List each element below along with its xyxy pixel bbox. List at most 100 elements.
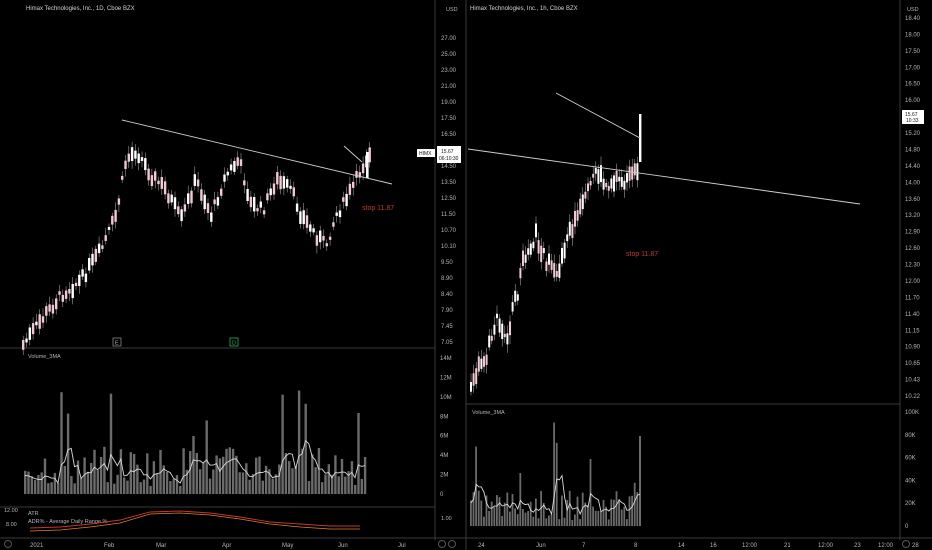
right-arrow-line <box>555 92 641 139</box>
volume-bar <box>602 499 605 526</box>
candle-body <box>134 150 137 159</box>
candle-body <box>361 163 365 174</box>
candle-body <box>71 283 74 299</box>
candle-body <box>493 324 496 335</box>
right-volume-label: Volume_3MA <box>472 410 505 416</box>
adr-line <box>29 512 360 532</box>
candle-body <box>229 164 233 171</box>
left-volume-axis-tick: 14M <box>440 356 452 362</box>
candle-body <box>597 169 600 184</box>
volume-bar <box>27 471 30 494</box>
date-tick: May <box>282 543 293 549</box>
volume-bar <box>330 474 334 494</box>
volume-bar <box>631 495 633 526</box>
volume-bar <box>485 495 488 526</box>
left-settings-icon[interactable] <box>438 540 446 548</box>
volume-bar <box>132 453 136 494</box>
dividend-marker-icon[interactable] <box>229 337 239 347</box>
left-price-axis-tick: 10.70 <box>441 228 457 234</box>
left-price-axis-tick: 21.00 <box>441 84 457 90</box>
date-tick: 12:00 <box>742 543 758 549</box>
volume-bar <box>103 446 106 494</box>
left-price-axis-tick: 16.50 <box>441 132 457 138</box>
candle-body <box>233 160 236 172</box>
right-volume-axis-tick: 40K <box>905 478 916 484</box>
candle-body <box>345 193 348 207</box>
candle-body <box>483 356 485 367</box>
volume-bar <box>202 462 205 494</box>
candle-body <box>259 201 262 208</box>
candle-body <box>352 181 355 188</box>
left-price-axis-tick: 7.05 <box>441 340 453 346</box>
volume-bar <box>623 506 626 526</box>
candle-body <box>581 194 584 210</box>
candle-body <box>325 243 328 247</box>
volume-bar <box>288 461 291 494</box>
date-tick: 28 <box>912 543 919 549</box>
right-settings-icon[interactable] <box>902 540 910 548</box>
left-trendline <box>121 119 393 185</box>
candle-body <box>130 147 134 162</box>
volume-bar <box>238 472 241 494</box>
volume-bar <box>241 472 245 494</box>
volume-bar <box>136 464 139 494</box>
volume-bar <box>558 519 561 526</box>
volume-bar <box>354 484 357 494</box>
candle-body <box>496 313 498 319</box>
volume-bar <box>261 480 264 494</box>
left-price-axis-tick: 8.40 <box>441 292 453 298</box>
volume-bar <box>535 498 537 526</box>
candle-body <box>584 191 587 199</box>
candle-body <box>144 158 147 171</box>
left-scale-toggle-icon[interactable] <box>4 540 12 548</box>
left-price-axis-tick: 12.50 <box>441 196 457 202</box>
volume-bar <box>350 461 354 494</box>
volume-bar <box>96 470 99 494</box>
candle-body <box>516 294 519 301</box>
volume-bar <box>192 436 195 494</box>
right-price-axis-tick: 11.70 <box>905 295 920 301</box>
volume-bar <box>83 457 86 494</box>
volume-bar <box>274 474 278 494</box>
candle-body <box>187 193 190 204</box>
right-price-axis-tick: 16.00 <box>905 98 921 104</box>
volume-bar <box>618 499 620 526</box>
volume-bar <box>311 454 314 494</box>
date-tick: 12:00 <box>818 543 834 549</box>
volume-bar <box>255 457 258 494</box>
adr-label: ADR% - Average Daily Range % <box>28 519 107 525</box>
volume-bar <box>532 516 535 526</box>
volume-bar <box>53 472 57 494</box>
right-scale-toggle-icon[interactable] <box>448 540 456 548</box>
candle-body <box>610 178 613 189</box>
left-ticker-badge-text: HIMX <box>419 151 432 157</box>
right-price-axis-tick: 10.65 <box>905 361 921 367</box>
candle-body <box>203 194 206 210</box>
candle-body <box>571 224 574 238</box>
candle-body <box>594 167 597 174</box>
candle-body <box>55 298 58 310</box>
volume-bar <box>600 511 602 526</box>
candle-body <box>253 197 256 212</box>
candle-body <box>522 250 524 267</box>
candle-body <box>514 290 517 302</box>
candle-body <box>472 373 475 386</box>
earnings-marker-icon[interactable] <box>112 337 122 347</box>
volume-bar <box>208 478 212 494</box>
candle-body <box>226 171 229 176</box>
left-volume-ma <box>24 439 366 485</box>
candle-body <box>555 270 558 277</box>
volume-bar <box>514 508 516 526</box>
right-price-axis-tick: 14.00 <box>905 180 921 186</box>
candle-body <box>338 210 342 218</box>
volume-bar <box>119 449 123 494</box>
candle-body <box>600 165 602 183</box>
candle-body <box>485 354 488 365</box>
left-volume-axis-tick: 8M <box>440 414 448 420</box>
volume-bar <box>488 510 490 526</box>
right-price-axis-tick: 10.22 <box>905 394 921 400</box>
date-tick: 21 <box>784 543 791 549</box>
candle-body <box>366 152 369 178</box>
dividend-marker-label: D <box>232 341 236 347</box>
candle-body <box>618 176 621 182</box>
